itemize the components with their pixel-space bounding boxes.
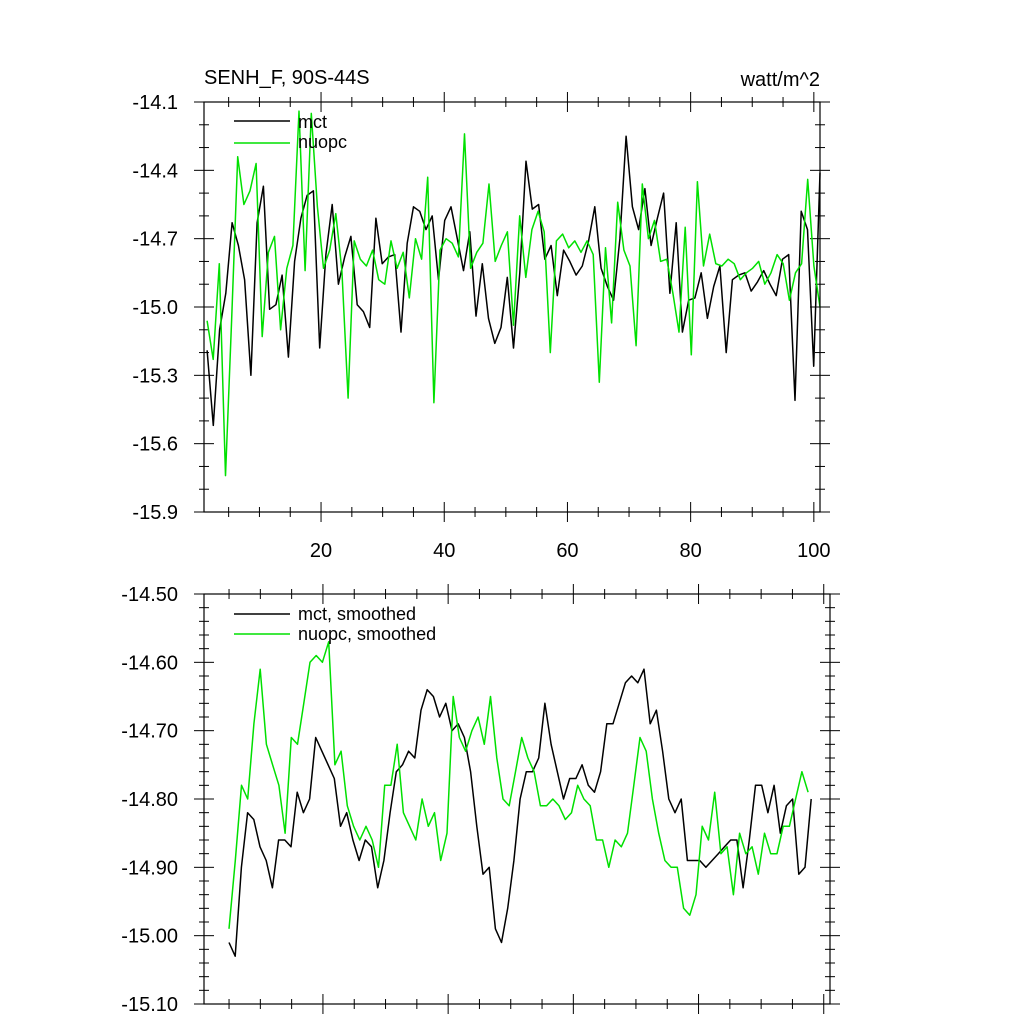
top-panel-ticks xyxy=(194,92,830,522)
y-tick-label: -15.0 xyxy=(132,297,178,319)
series-line-nuopc-smoothed xyxy=(228,641,809,929)
series-line-mct-smoothed xyxy=(228,668,812,957)
y-tick-label: -14.7 xyxy=(132,229,178,251)
y-tick-label: -14.50 xyxy=(121,584,178,606)
y-tick-label: -14.4 xyxy=(132,160,178,182)
y-tick-label: -14.60 xyxy=(121,652,178,674)
x-tick-label: 40 xyxy=(433,540,455,562)
chart-title: SENH_F, 90S-44S xyxy=(204,67,370,89)
top-panel-series xyxy=(206,110,821,477)
top-panel-y-tick-labels: -14.1 -14.4 -14.7 -15.0 -15.3 -15.6 -15.… xyxy=(132,92,178,524)
y-tick-label: -15.6 xyxy=(132,434,178,456)
top-panel-legend: mct nuopc xyxy=(234,112,347,152)
bottom-panel-legend: mct, smoothed nuopc, smoothed xyxy=(234,604,436,644)
x-tick-label: 80 xyxy=(680,540,702,562)
y-tick-label: -15.9 xyxy=(132,502,178,524)
legend-label-nuopc: nuopc xyxy=(298,132,347,152)
x-tick-label: 100 xyxy=(797,540,830,562)
bottom-panel-y-tick-labels: -14.50 -14.60 -14.70 -14.80 -14.90 -15.0… xyxy=(121,584,178,1016)
top-panel-x-tick-labels: 20 40 60 80 100 xyxy=(310,540,831,562)
y-tick-label: -15.10 xyxy=(121,994,178,1016)
bottom-panel: -14.50 -14.60 -14.70 -14.80 -14.90 -15.0… xyxy=(121,584,840,1016)
bottom-panel-series xyxy=(228,641,812,957)
legend-label-mct-smoothed: mct, smoothed xyxy=(298,604,416,624)
y-tick-label: -14.90 xyxy=(121,857,178,879)
bottom-panel-frame xyxy=(203,593,831,1005)
series-line-mct xyxy=(206,135,821,427)
series-line-nuopc xyxy=(206,110,821,477)
y-tick-label: -14.80 xyxy=(121,789,178,811)
bottom-panel-ticks xyxy=(194,584,840,1014)
units-label: watt/m^2 xyxy=(740,69,820,91)
legend-label-nuopc-smoothed: nuopc, smoothed xyxy=(298,624,436,644)
top-panel-frame xyxy=(203,101,821,513)
x-tick-label: 20 xyxy=(310,540,332,562)
top-panel: -14.1 -14.4 -14.7 -15.0 -15.3 -15.6 -15.… xyxy=(132,92,831,562)
y-tick-label: -15.3 xyxy=(132,365,178,387)
y-tick-label: -14.1 xyxy=(132,92,178,114)
x-tick-label: 60 xyxy=(556,540,578,562)
y-tick-label: -14.70 xyxy=(121,721,178,743)
legend-label-mct: mct xyxy=(298,112,327,132)
y-tick-label: -15.00 xyxy=(121,926,178,948)
